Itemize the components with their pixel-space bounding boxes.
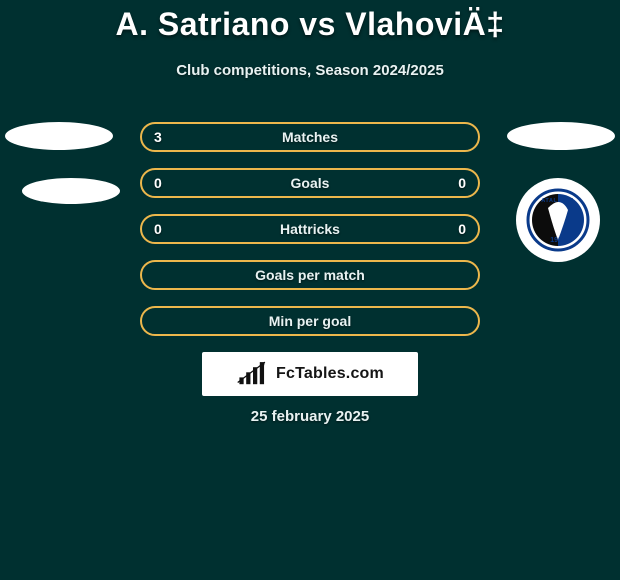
row-matches-left: 3 (154, 129, 162, 145)
svg-text:1907: 1907 (550, 237, 566, 244)
atalanta-crest-icon: 1907 ATALANTA (526, 188, 590, 252)
player-right-photo-placeholder (507, 122, 615, 150)
row-goals-left: 0 (154, 175, 162, 191)
player-left-photo-placeholder (5, 122, 113, 150)
date-text: 25 february 2025 (0, 408, 620, 425)
bar-chart-icon (236, 360, 270, 388)
row-mpg-label: Min per goal (269, 313, 351, 329)
row-matches: 3 Matches (140, 122, 480, 152)
row-hattricks: 0 Hattricks 0 (140, 214, 480, 244)
row-goals-right: 0 (458, 175, 466, 191)
row-matches-label: Matches (282, 129, 338, 145)
row-min-per-goal: Min per goal (140, 306, 480, 336)
row-hattricks-left: 0 (154, 221, 162, 237)
fctables-logo: FcTables.com (202, 352, 418, 396)
subtitle: Club competitions, Season 2024/2025 (0, 62, 620, 79)
fctables-logo-text: FcTables.com (276, 365, 384, 383)
row-gpm-label: Goals per match (255, 267, 365, 283)
row-hattricks-label: Hattricks (280, 221, 340, 237)
row-goals-per-match: Goals per match (140, 260, 480, 290)
club-right-badge: 1907 ATALANTA (516, 178, 600, 262)
row-goals-label: Goals (291, 175, 330, 191)
stats-rows: 3 Matches 0 Goals 0 0 Hattricks 0 Goals … (140, 122, 480, 352)
page-title: A. Satriano vs VlahoviÄ‡ (0, 6, 620, 43)
row-goals: 0 Goals 0 (140, 168, 480, 198)
svg-text:ATALANTA: ATALANTA (541, 198, 575, 204)
club-left-logo-placeholder (22, 178, 120, 204)
row-hattricks-right: 0 (458, 221, 466, 237)
